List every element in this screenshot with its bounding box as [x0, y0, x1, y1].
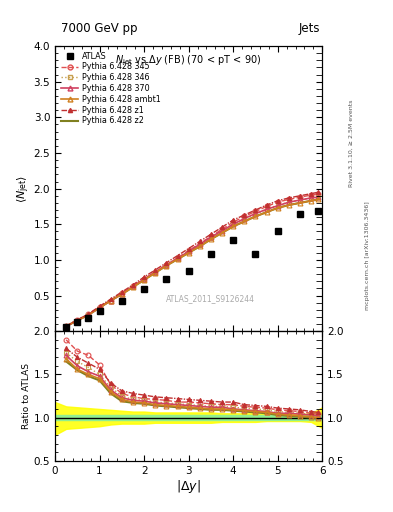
ATLAS — [164, 276, 169, 282]
Line: ATLAS: ATLAS — [63, 208, 321, 330]
ATLAS — [97, 308, 102, 314]
Text: ATLAS_2011_S9126244: ATLAS_2011_S9126244 — [165, 294, 255, 303]
ATLAS — [316, 208, 321, 215]
Text: Jets: Jets — [299, 22, 320, 35]
ATLAS — [253, 251, 258, 258]
ATLAS — [142, 286, 147, 292]
ATLAS — [186, 268, 191, 274]
Text: mcplots.cern.ch [arXiv:1306.3436]: mcplots.cern.ch [arXiv:1306.3436] — [365, 202, 370, 310]
Legend: ATLAS, Pythia 6.428 345, Pythia 6.428 346, Pythia 6.428 370, Pythia 6.428 ambt1,: ATLAS, Pythia 6.428 345, Pythia 6.428 34… — [59, 50, 163, 127]
ATLAS — [209, 251, 213, 258]
Y-axis label: $\langle N_\mathrm{jet}\rangle$: $\langle N_\mathrm{jet}\rangle$ — [16, 175, 32, 203]
ATLAS — [298, 210, 302, 217]
ATLAS — [75, 319, 80, 325]
X-axis label: $|\Delta y|$: $|\Delta y|$ — [176, 478, 201, 496]
Text: Rivet 3.1.10, ≥ 2.5M events: Rivet 3.1.10, ≥ 2.5M events — [349, 100, 354, 187]
ATLAS — [86, 315, 91, 322]
Y-axis label: Ratio to ATLAS: Ratio to ATLAS — [22, 363, 31, 429]
Text: 7000 GeV pp: 7000 GeV pp — [61, 22, 138, 35]
ATLAS — [275, 228, 280, 234]
ATLAS — [64, 324, 68, 330]
Text: $N_\mathrm{jet}$ vs $\Delta y$ (FB) (70 < pT < 90): $N_\mathrm{jet}$ vs $\Delta y$ (FB) (70 … — [116, 53, 262, 68]
ATLAS — [119, 298, 124, 304]
ATLAS — [231, 237, 235, 243]
